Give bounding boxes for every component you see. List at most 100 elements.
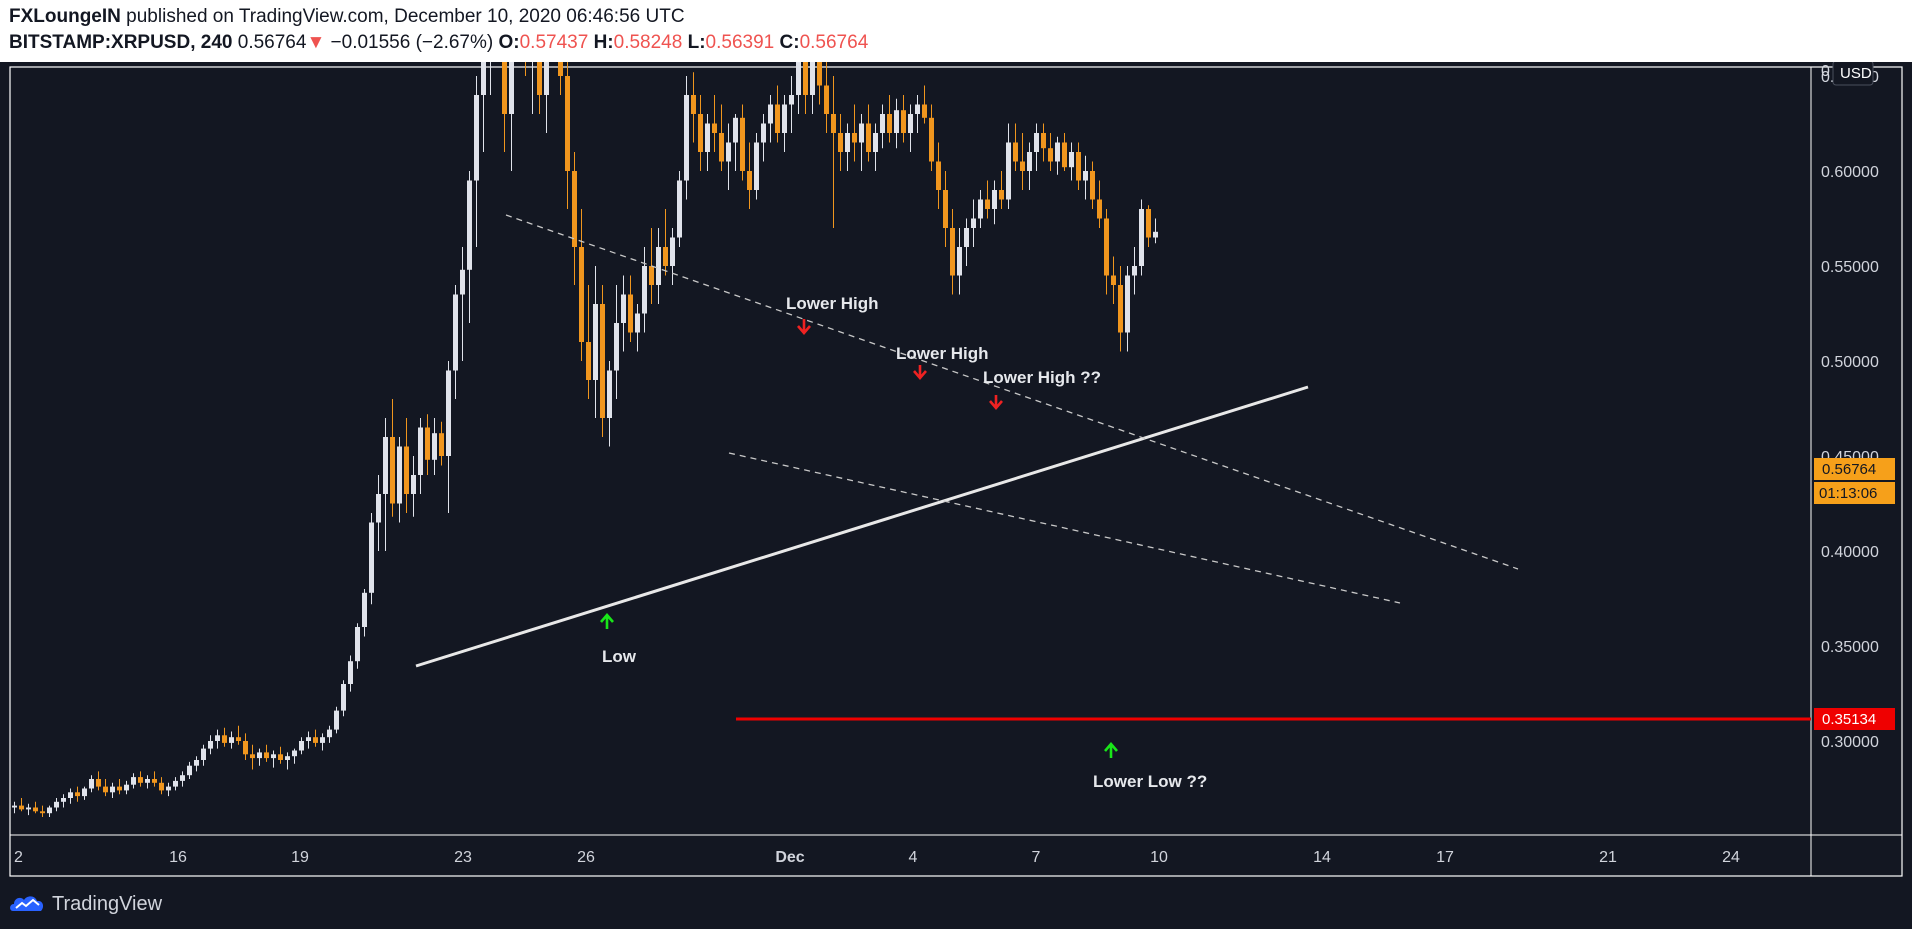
- candle-body: [397, 446, 402, 504]
- candle-body: [824, 85, 829, 114]
- rising-support-trendline[interactable]: [415, 385, 1309, 668]
- candle: [432, 418, 437, 475]
- lower-channel-line[interactable]: [728, 452, 1401, 604]
- candle-body: [117, 786, 122, 791]
- candle-body: [908, 114, 913, 133]
- candle: [1013, 123, 1018, 171]
- tradingview-brand[interactable]: TradingView: [52, 893, 163, 915]
- candle-body: [47, 807, 52, 814]
- candle: [1062, 133, 1067, 171]
- candle-body: [215, 735, 220, 741]
- candle: [936, 142, 941, 209]
- candle: [950, 209, 955, 295]
- candle: [187, 761, 192, 779]
- time-tick-label: 2: [14, 849, 23, 866]
- candle: [1076, 142, 1081, 190]
- candle-body: [740, 117, 745, 171]
- time-tick-label: 26: [577, 849, 595, 866]
- price-axis[interactable]: 0 0.300000.350000.400000.450000.500000.5…: [1814, 62, 1895, 751]
- candle: [12, 801, 17, 814]
- time-axis[interactable]: 2 16 19 23 26 Dec 4 7 10 14 17 21 24: [14, 849, 1740, 866]
- candle-body: [82, 788, 87, 797]
- candle: [404, 418, 409, 513]
- candle: [810, 62, 815, 114]
- candle-body: [593, 304, 598, 380]
- candle-body: [642, 266, 647, 314]
- candle-body: [831, 114, 836, 133]
- candle-body: [432, 433, 437, 460]
- time-tick-label: 10: [1150, 849, 1168, 866]
- candle-body: [33, 807, 38, 812]
- publication-header: FXLoungeIN published on TradingView.com,…: [0, 0, 1912, 62]
- candle: [670, 228, 675, 285]
- candle: [572, 152, 577, 285]
- candle: [19, 798, 24, 812]
- down-arrow-icon: [797, 319, 811, 335]
- candle-body: [558, 62, 563, 76]
- candle: [201, 744, 206, 766]
- candle-body: [656, 247, 661, 285]
- candle-body: [222, 735, 227, 743]
- candle: [558, 62, 563, 95]
- time-tick-label: 4: [909, 849, 918, 866]
- change-arrow-icon: ▼: [306, 32, 326, 53]
- candle: [635, 304, 640, 352]
- candle: [1055, 136, 1060, 175]
- candle-body: [96, 779, 101, 787]
- candle: [425, 414, 430, 475]
- candle-body: [1083, 171, 1088, 181]
- time-tick-label: 14: [1313, 849, 1331, 866]
- symbol-label[interactable]: BITSTAMP:XRPUSD, 240: [9, 32, 233, 53]
- candle-body: [509, 62, 514, 114]
- candle: [621, 275, 626, 352]
- candle-body: [285, 756, 290, 760]
- candle: [68, 788, 73, 804]
- candle-body: [320, 737, 325, 743]
- currency-button[interactable]: [1832, 62, 1874, 86]
- candle: [320, 733, 325, 751]
- tradingview-logo-icon[interactable]: [9, 891, 49, 913]
- candle: [593, 266, 598, 418]
- candle: [768, 95, 773, 143]
- lower-low-label: Lower Low ??: [1093, 772, 1207, 791]
- candle-body: [229, 737, 234, 743]
- upper-channel-line[interactable]: [505, 214, 1519, 570]
- candle: [292, 748, 297, 764]
- candle-body: [796, 62, 801, 95]
- candle: [803, 62, 808, 114]
- candle-body: [1146, 209, 1151, 238]
- candle-body: [894, 110, 899, 133]
- open-value: 0.57437: [519, 32, 589, 53]
- candle-body: [89, 779, 94, 789]
- candle-body: [1097, 199, 1102, 219]
- candle: [439, 421, 444, 466]
- candle-body: [292, 750, 297, 757]
- candle-body: [1034, 133, 1039, 152]
- candle: [222, 727, 227, 747]
- price-chart[interactable]: Lower High Lower High Lower High ?? Low …: [0, 62, 1912, 878]
- close-label: C:: [779, 32, 800, 53]
- candle: [138, 771, 143, 787]
- candle: [628, 275, 633, 342]
- candle: [502, 62, 507, 152]
- time-tick-label: 17: [1436, 849, 1454, 866]
- candle: [1111, 256, 1116, 304]
- candle: [390, 399, 395, 517]
- candle: [866, 104, 871, 162]
- candle-body: [929, 117, 934, 162]
- candle: [411, 456, 416, 517]
- candle-body: [446, 370, 451, 456]
- candle: [600, 285, 605, 437]
- candle: [831, 76, 836, 228]
- candle: [418, 418, 423, 494]
- candle: [532, 62, 533, 114]
- candle: [40, 805, 45, 817]
- candle-body: [845, 133, 850, 152]
- publisher-name[interactable]: FXLoungeIN: [9, 6, 121, 27]
- candle: [985, 180, 990, 219]
- candle-body: [614, 323, 619, 371]
- candle: [712, 95, 717, 152]
- candle-body: [54, 801, 59, 808]
- time-tick-label: 16: [169, 849, 187, 866]
- close-value: 0.56764: [799, 32, 869, 53]
